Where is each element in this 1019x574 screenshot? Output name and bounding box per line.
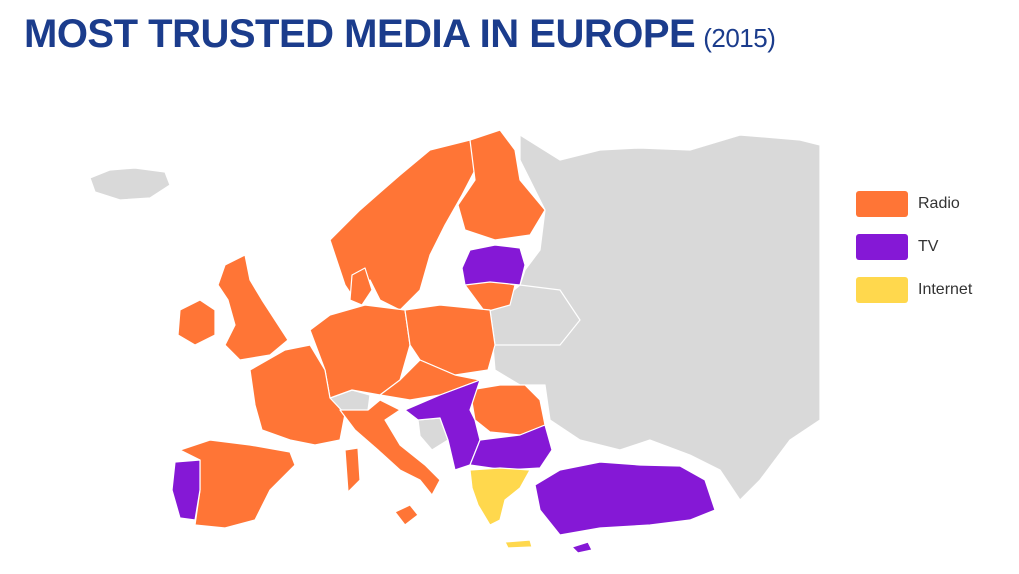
country-portugal — [171, 459, 201, 521]
legend-item: TV — [856, 233, 972, 261]
legend-label: Radio — [918, 195, 960, 212]
country-latvia-estonia — [461, 244, 526, 286]
country-sardinia — [344, 447, 361, 493]
legend-swatch — [856, 277, 908, 303]
country-bulgaria — [469, 424, 553, 471]
land-other — [489, 134, 821, 501]
country-poland-east — [404, 304, 496, 376]
country-italy — [339, 399, 441, 496]
country-ireland — [177, 299, 216, 346]
country-denmark — [349, 267, 373, 306]
country-austria-hungary-north — [379, 359, 481, 401]
title: MOST TRUSTED MEDIA IN EUROPE (2015) — [24, 12, 776, 57]
legend-label: Internet — [918, 281, 973, 298]
subtitle: (2015) — [703, 23, 776, 53]
land-iceland — [89, 167, 171, 201]
title-text: MOST TRUSTED MEDIA IN EUROPE — [24, 12, 696, 56]
legend-label: TV — [918, 238, 939, 255]
map — [89, 129, 821, 554]
land-baltic-east — [489, 284, 581, 346]
country-france — [249, 344, 346, 446]
legend-item: Radio — [856, 190, 972, 218]
country-turkey — [534, 461, 716, 536]
country-sicily — [394, 504, 419, 526]
legend-swatch — [856, 234, 908, 260]
country-uk — [217, 254, 289, 361]
country-greece — [469, 467, 531, 526]
legend-item: Internet — [856, 276, 972, 304]
country-romania — [469, 384, 546, 436]
country-crete — [504, 539, 533, 549]
country-finland — [457, 129, 546, 241]
legend: Radio TV Internet — [856, 190, 972, 319]
legend-swatch — [856, 191, 908, 217]
country-cyprus — [571, 541, 593, 554]
